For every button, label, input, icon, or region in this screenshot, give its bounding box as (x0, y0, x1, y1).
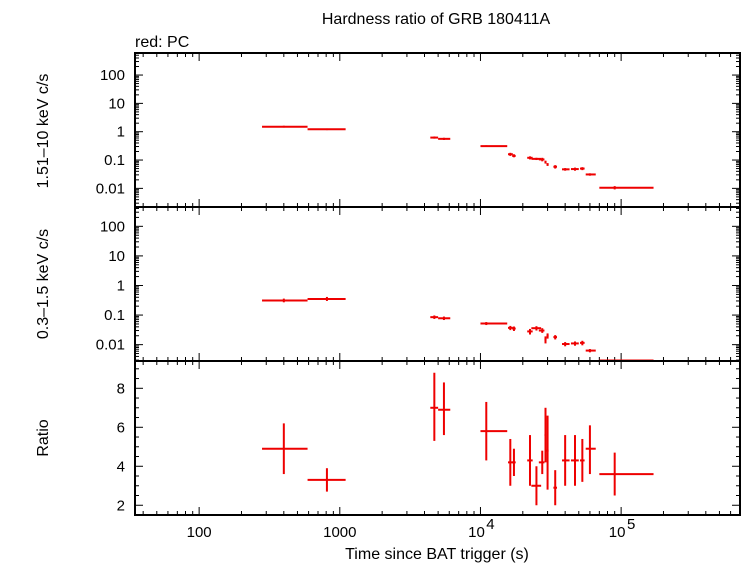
x-tick-label-exponent: 4 (486, 516, 494, 533)
data-point (579, 167, 585, 171)
y-tick-label: 0.1 (104, 152, 125, 169)
data-point (480, 401, 508, 461)
y-tick-label: 2 (117, 497, 125, 514)
data-point (570, 435, 579, 486)
data-point (307, 128, 346, 131)
data-point (438, 382, 451, 436)
data-point (508, 325, 513, 331)
data-point (562, 435, 570, 486)
data-point (579, 438, 585, 482)
data-point (531, 326, 542, 331)
data-point (262, 423, 308, 475)
y-axis-label-ratio: Ratio (35, 419, 52, 456)
data-points-hard (262, 125, 654, 190)
y-tick-label: 100 (100, 218, 125, 235)
x-tick-label: 1000 (323, 524, 356, 541)
y-tick-label: 0.01 (96, 337, 125, 354)
y-tick-label: 1 (117, 277, 125, 294)
data-point (527, 435, 533, 486)
data-point (562, 342, 570, 347)
data-point (544, 160, 547, 164)
data-point (585, 173, 596, 176)
data-point (553, 165, 557, 169)
chart-title: Hardness ratio of GRB 180411A (322, 11, 551, 28)
x-tick-label: 10 (468, 524, 485, 541)
x-tick-labels: 100 1000 10 4 10 5 (187, 516, 636, 541)
data-point (508, 438, 513, 486)
y-tick-label: 4 (117, 458, 125, 475)
data-point (546, 415, 549, 490)
data-point (512, 326, 516, 331)
data-point (599, 452, 654, 496)
data-point (585, 425, 596, 475)
y-tick-label: 10 (108, 248, 125, 265)
data-point (508, 152, 513, 156)
y-tick-label: 6 (117, 419, 125, 436)
data-points-soft (262, 296, 654, 362)
axis-ticks-ratio: 2 4 6 8 (117, 361, 741, 516)
data-point (599, 186, 654, 190)
y-tick-label: 100 (100, 67, 125, 84)
data-point (527, 156, 533, 160)
data-point (438, 316, 451, 321)
x-axis-label: Time since BAT trigger (s) (345, 546, 529, 563)
y-axis-label-hard: 1.51–10 keV c/s (35, 74, 52, 189)
panel-frame-soft (134, 206, 741, 362)
data-point (546, 333, 549, 339)
data-point (585, 349, 596, 353)
chart-subtitle: red: PC (135, 34, 189, 51)
y-tick-label: 0.1 (104, 307, 125, 324)
axis-ticks-hard: 100 10 1 0.1 0.01 (96, 52, 741, 207)
panel-soft: 0.3–1.5 keV c/s 100 10 1 0.1 0.01 (35, 206, 741, 362)
data-point (480, 322, 508, 326)
data-point (553, 335, 557, 340)
data-points-ratio (262, 372, 654, 506)
data-point (430, 136, 439, 139)
panel-frame-hard (134, 52, 741, 208)
data-point (544, 336, 547, 344)
panel-hard: 1.51–10 keV c/s 100 10 1 0.1 0.01 (35, 52, 741, 208)
data-point (262, 125, 308, 128)
data-point (553, 470, 557, 506)
data-point (527, 328, 533, 335)
y-tick-label: 8 (117, 380, 125, 397)
y-tick-label: 0.01 (96, 180, 125, 197)
data-point (570, 167, 579, 171)
data-point (546, 163, 549, 166)
axis-ticks-soft: 100 10 1 0.1 0.01 (96, 207, 741, 361)
data-point (538, 328, 545, 333)
data-point (438, 137, 451, 140)
data-point (307, 468, 346, 492)
data-point (544, 407, 547, 463)
data-point (512, 154, 516, 158)
y-tick-label: 1 (117, 124, 125, 141)
data-point (531, 466, 542, 506)
x-tick-label: 10 (609, 524, 626, 541)
data-point (538, 450, 545, 475)
data-point (512, 448, 516, 477)
panel-ratio: Ratio 2 4 6 8 (35, 360, 741, 516)
data-point (579, 340, 585, 346)
data-point (307, 296, 346, 301)
data-point (570, 341, 579, 346)
data-point (430, 372, 439, 441)
data-point (538, 157, 545, 162)
data-point (562, 168, 570, 171)
panel-frame-ratio (134, 360, 741, 516)
y-tick-label: 10 (108, 95, 125, 112)
data-point (480, 145, 508, 148)
x-tick-label-exponent: 5 (627, 516, 635, 533)
data-point (430, 315, 439, 319)
data-point (262, 298, 308, 303)
x-tick-label: 100 (187, 524, 212, 541)
y-axis-label-soft: 0.3–1.5 keV c/s (35, 229, 52, 339)
